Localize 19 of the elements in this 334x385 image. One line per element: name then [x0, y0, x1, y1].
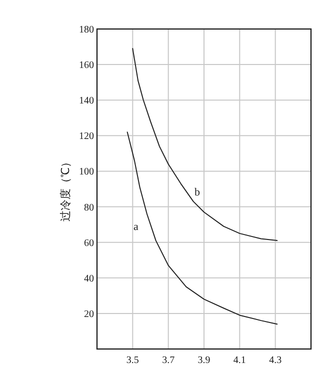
y-tick-label: 80: [84, 202, 94, 214]
y-tick-label: 40: [84, 273, 94, 284]
x-tick-label: 3.5: [126, 355, 139, 366]
x-tick-label: 3.7: [162, 355, 175, 366]
y-tick-label: 120: [79, 131, 94, 142]
y-tick-label: 140: [79, 96, 94, 107]
y-axis-title: 过冷度（℃）: [59, 156, 72, 222]
x-tick-label: 4.3: [269, 355, 282, 366]
x-tick-label: 3.9: [198, 355, 210, 366]
y-tick-label: 100: [79, 166, 94, 178]
y-tick-label: 20: [84, 308, 94, 320]
series-label: b: [194, 186, 201, 198]
x-tick-label: 4.1: [233, 355, 246, 366]
y-tick-label: 180: [79, 24, 94, 36]
line-series: [132, 48, 278, 242]
series-label: a: [133, 220, 138, 233]
y-tick-label: 60: [84, 238, 94, 249]
line-series: [126, 132, 278, 325]
y-tick-label: 160: [79, 60, 94, 72]
